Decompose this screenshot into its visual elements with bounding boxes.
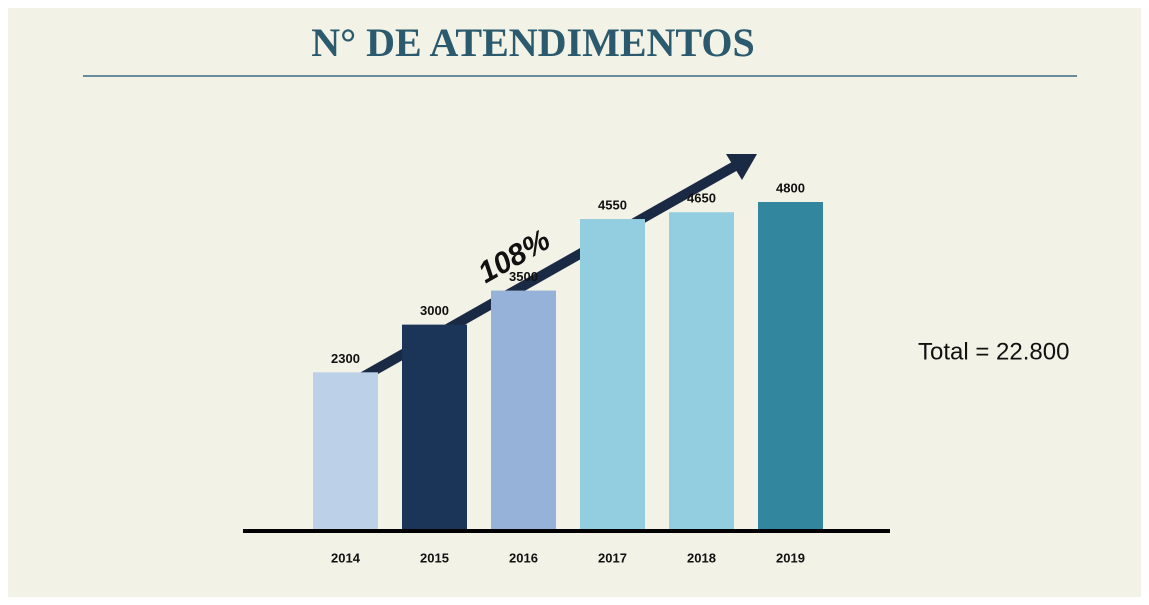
value-label: 4650 <box>687 191 716 206</box>
x-tick-label: 2018 <box>687 550 716 565</box>
arrow-head <box>726 154 757 180</box>
value-label: 4800 <box>776 180 805 195</box>
x-tick-label: 2016 <box>509 550 538 565</box>
chart-title: N° DE ATENDIMENTOS <box>311 20 755 65</box>
value-label: 3500 <box>509 269 538 284</box>
x-tick-label: 2014 <box>331 550 361 565</box>
bar <box>402 324 467 529</box>
value-label: 2300 <box>331 351 360 366</box>
bar <box>491 290 556 529</box>
bar <box>580 219 645 529</box>
slide-background <box>8 8 1141 597</box>
bar <box>758 202 823 529</box>
bar <box>669 212 734 529</box>
x-tick-label: 2019 <box>776 550 805 565</box>
x-tick-label: 2017 <box>598 550 627 565</box>
bar <box>313 372 378 529</box>
growth-arrow <box>319 161 738 405</box>
x-tick-label: 2015 <box>420 550 449 565</box>
value-label: 3000 <box>420 303 449 318</box>
total-label: Total = 22.800 <box>918 338 1069 365</box>
value-label: 4550 <box>598 197 627 212</box>
